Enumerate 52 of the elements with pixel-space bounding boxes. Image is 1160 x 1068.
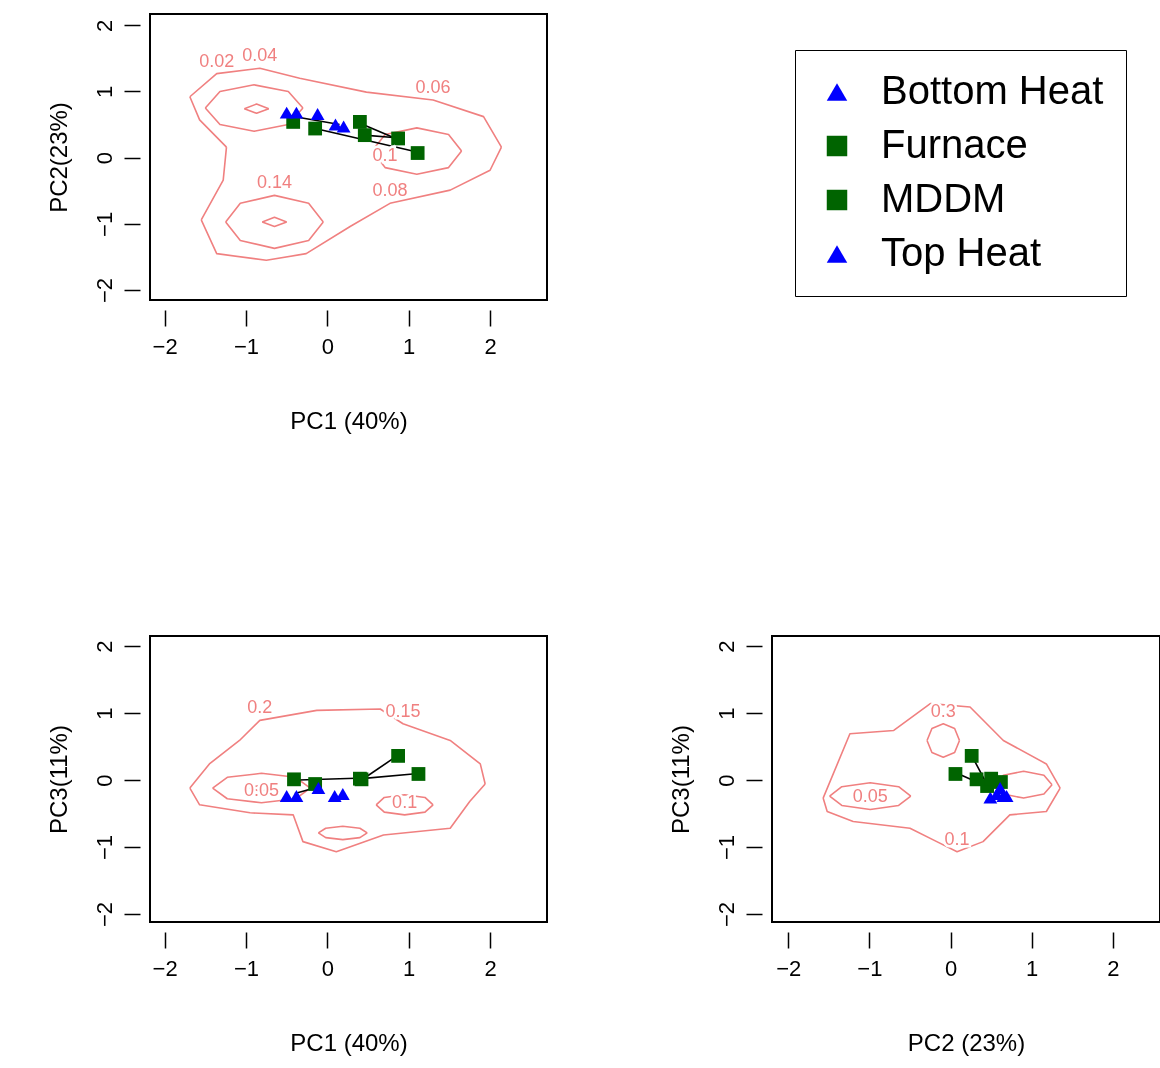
annotation: 0.04 xyxy=(242,45,278,66)
x-tick-label: −2 xyxy=(152,333,178,359)
x-tick-label: −1 xyxy=(233,333,260,359)
y-tick-label: 1 xyxy=(713,707,739,720)
x-tick-label: 2 xyxy=(484,333,497,359)
x-tick-label: 0 xyxy=(321,333,334,359)
x-axis-title: PC2 (23%) xyxy=(907,1028,1026,1056)
annotation: 0.06 xyxy=(415,77,451,98)
x-tick-label: 2 xyxy=(1107,955,1120,981)
y-tick-label: −1 xyxy=(713,834,739,861)
annotation: 0.08 xyxy=(372,180,408,201)
y-tick-label: 0 xyxy=(91,774,117,787)
annotation: 0.14 xyxy=(256,172,292,193)
y-tick-label: 2 xyxy=(91,640,117,653)
annotation: 0.05 xyxy=(852,786,888,807)
y-tick-label: −1 xyxy=(91,211,117,237)
legend-label: Bottom Heat xyxy=(881,68,1104,112)
y-tick-label: 1 xyxy=(91,707,117,720)
x-tick-label: −1 xyxy=(233,955,260,981)
y-tick-label: −2 xyxy=(713,901,739,928)
y-axis-title: PC3(11%) xyxy=(44,725,72,834)
x-tick-label: −1 xyxy=(857,955,883,981)
annotation: 0.1 xyxy=(392,791,418,812)
x-tick-label: 2 xyxy=(484,955,497,981)
y-tick-label: 2 xyxy=(91,19,117,32)
y-tick-label: 0 xyxy=(713,774,739,787)
x-tick-label: 0 xyxy=(944,955,958,981)
annotation: 0.3 xyxy=(930,700,956,721)
legend-label: Furnace xyxy=(881,122,1028,166)
annotation: 0.1 xyxy=(944,828,970,849)
x-tick-label: 1 xyxy=(1026,955,1039,981)
y-tick-label: −2 xyxy=(91,278,117,304)
x-tick-label: 1 xyxy=(403,955,416,981)
annotation: 0.02 xyxy=(199,50,235,71)
legend-label: Top Heat xyxy=(881,230,1042,274)
x-tick-label: −2 xyxy=(152,955,178,981)
y-tick-label: 0 xyxy=(91,152,117,165)
y-tick-label: 1 xyxy=(91,85,117,99)
x-tick-label: 1 xyxy=(403,333,416,359)
x-axis-title: PC1 (40%) xyxy=(290,406,408,434)
x-axis-title: PC1 (40%) xyxy=(290,1028,408,1056)
y-axis-title: PC2(23%) xyxy=(44,102,72,213)
x-tick-label: −2 xyxy=(776,955,802,981)
y-axis-title: PC3(11%) xyxy=(666,725,694,834)
x-tick-label: 0 xyxy=(321,955,334,981)
annotation: 0.2 xyxy=(247,697,273,718)
annotation: 0.15 xyxy=(385,700,421,721)
y-tick-label: −1 xyxy=(91,834,117,861)
y-tick-label: −2 xyxy=(91,901,117,928)
annotation: 0.1 xyxy=(372,144,398,165)
legend-label: MDDM xyxy=(881,176,1006,220)
y-tick-label: 2 xyxy=(713,640,739,653)
